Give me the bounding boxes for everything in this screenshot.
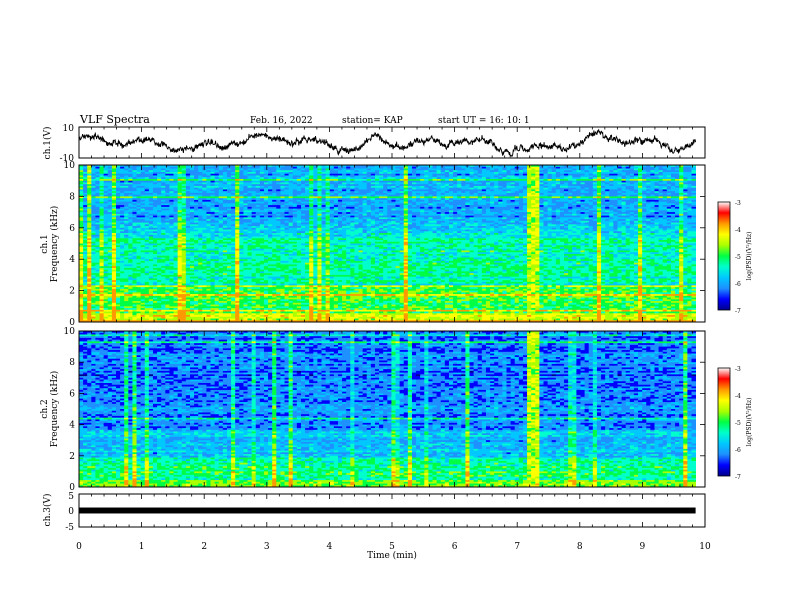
start-time-label: start UT = 16: 10: 1 [438, 116, 530, 126]
vlf-spectra-figure: VLF Spectra Feb. 16, 2022 station= KAP s… [0, 0, 792, 612]
date-label: Feb. 16, 2022 [250, 116, 313, 126]
ch1-waveform-line [79, 130, 696, 157]
ch1-x-ticks [79, 127, 705, 158]
station-label: station= KAP [342, 116, 403, 126]
ch1-spectrogram-heatmap [79, 165, 705, 322]
ch1-ylabel: ch.1(V) [42, 127, 53, 160]
ch1-waveform-panel: 10 -10 ch.1(V) [42, 124, 705, 164]
ch1-ytick-top: 10 [63, 124, 75, 134]
figure-title: VLF Spectra [79, 113, 150, 126]
